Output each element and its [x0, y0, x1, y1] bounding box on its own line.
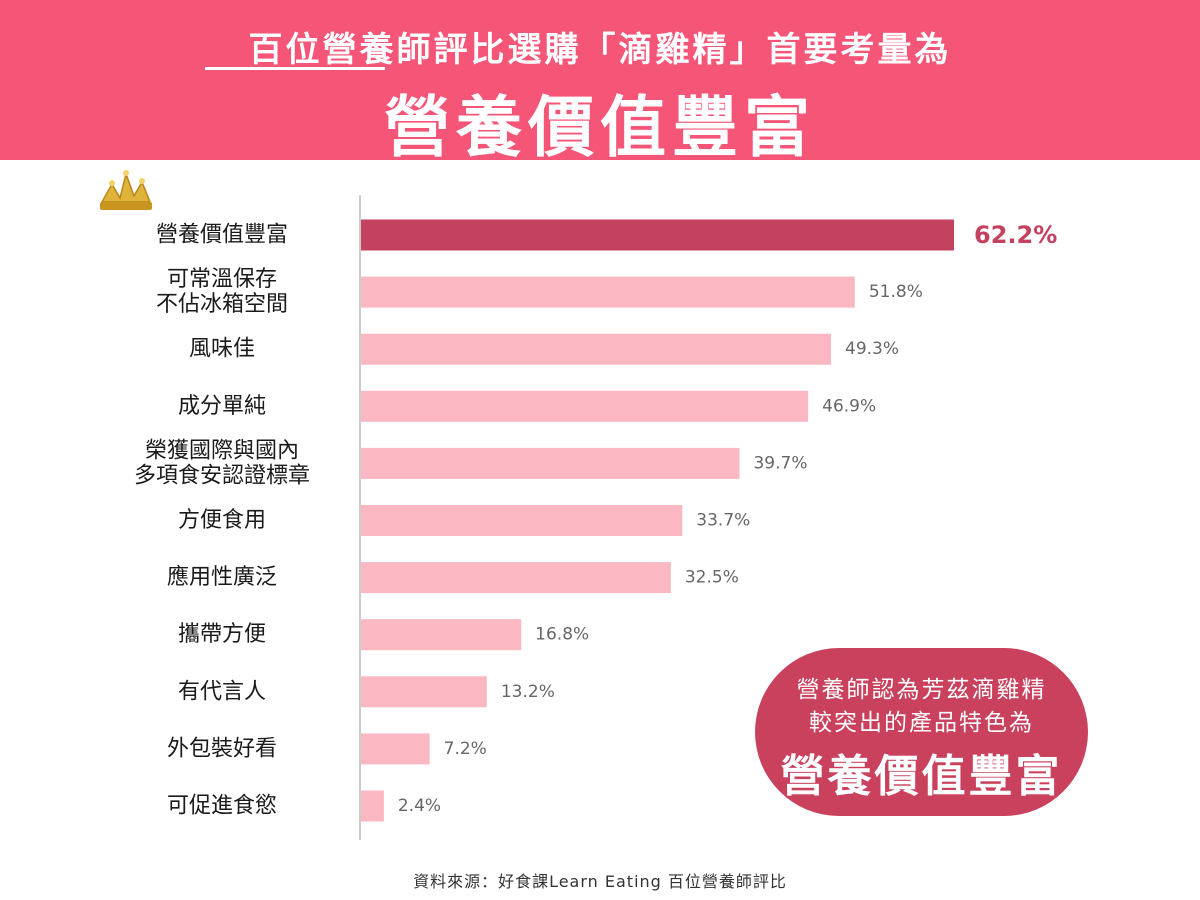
- bar-3: [361, 390, 809, 422]
- bar-5: [361, 505, 683, 536]
- crown-icon: [100, 170, 152, 210]
- chart-title: 營養價值豐富: [384, 89, 816, 166]
- value-label-2: 49.3%: [845, 339, 899, 359]
- category-label-1: 可常溫保存不佔冰箱空間: [156, 267, 288, 317]
- value-label-0: 62.2%: [974, 221, 1057, 249]
- value-label-7: 16.8%: [535, 625, 589, 645]
- callout-line1: 營養師認為芳茲滴雞精: [796, 677, 1047, 703]
- value-label-4: 39.7%: [753, 453, 807, 473]
- bar-0: [361, 219, 954, 251]
- category-label-0: 營養價值豐富: [156, 223, 288, 248]
- category-label-7: 攜帶方便: [178, 622, 266, 647]
- category-label-4: 榮獲國際與國內多項食安認證標章: [134, 438, 310, 488]
- callout-line2: 較突出的產品特色為: [809, 710, 1034, 736]
- category-label-9: 外包裝好看: [167, 736, 277, 761]
- category-label-8: 有代言人: [178, 679, 266, 704]
- bar-4: [361, 447, 740, 479]
- value-label-6: 32.5%: [685, 568, 739, 588]
- subtitle-underline: [205, 67, 385, 70]
- callout-emphasis: 營養價值豐富: [780, 751, 1063, 802]
- category-label-5: 方便食用: [178, 508, 266, 533]
- value-label-1: 51.8%: [869, 282, 923, 302]
- source-note: 資料來源：好食課Learn Eating 百位營養師評比: [413, 872, 787, 891]
- bar-8: [361, 676, 487, 708]
- value-label-5: 33.7%: [696, 511, 750, 531]
- value-label-8: 13.2%: [501, 682, 555, 702]
- value-label-10: 2.4%: [398, 796, 441, 816]
- value-label-3: 46.9%: [822, 396, 876, 416]
- chart-subtitle: 百位營養師評比選購「滴雞精」首要考量為: [248, 30, 952, 70]
- bar-2: [361, 333, 832, 365]
- category-label-3: 成分單純: [178, 394, 266, 419]
- value-label-9: 7.2%: [444, 739, 487, 759]
- bar-1: [361, 276, 855, 308]
- callout-bubble: 營養師認為芳茲滴雞精 較突出的產品特色為 營養價值豐富: [755, 648, 1088, 816]
- header-banner: 百位營養師評比選購「滴雞精」首要考量為 營養價值豐富: [0, 0, 1200, 166]
- bar-chart: 62.2% 營養價值豐富 51.8% 可常溫保存不佔冰箱空間 49.3% 風味佳 46.9%…: [100, 170, 1057, 840]
- category-label-6: 應用性廣泛: [167, 564, 277, 590]
- bar-6: [361, 562, 671, 594]
- bar-10: [361, 790, 384, 822]
- bar-9: [361, 733, 430, 765]
- category-label-2: 風味佳: [189, 337, 255, 362]
- category-label-10: 可促進食慾: [167, 794, 277, 819]
- bar-7: [361, 619, 522, 651]
